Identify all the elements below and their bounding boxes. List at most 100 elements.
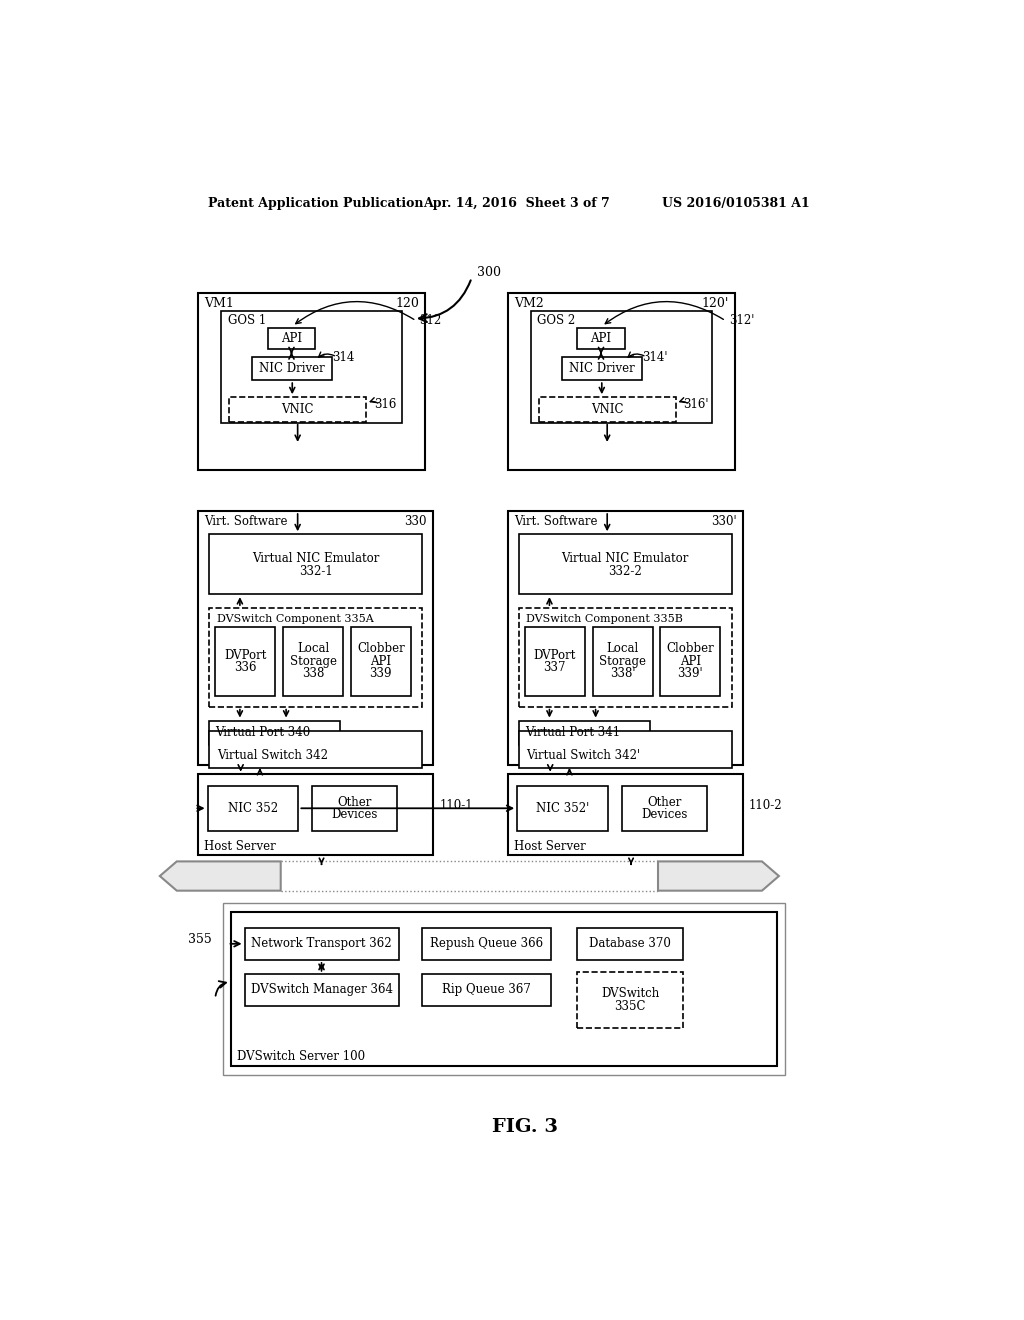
- Bar: [422, 928, 551, 960]
- Text: Virtual Port 341: Virtual Port 341: [524, 726, 620, 739]
- Text: 110-1: 110-1: [439, 799, 473, 812]
- Bar: [245, 928, 398, 960]
- Text: Apr. 14, 2016  Sheet 3 of 7: Apr. 14, 2016 Sheet 3 of 7: [423, 197, 610, 210]
- Bar: [230, 912, 777, 1067]
- Bar: [223, 903, 785, 1076]
- Bar: [199, 511, 433, 766]
- Text: FIG. 3: FIG. 3: [492, 1118, 558, 1137]
- Text: VNIC: VNIC: [591, 403, 624, 416]
- Text: Network Transport 362: Network Transport 362: [251, 937, 392, 950]
- Text: 339': 339': [678, 667, 703, 680]
- Text: US 2016/0105381 A1: US 2016/0105381 A1: [662, 197, 810, 210]
- Text: Host Server: Host Server: [205, 840, 276, 853]
- Text: Other: Other: [647, 796, 681, 809]
- Text: 316': 316': [683, 399, 709, 412]
- Bar: [199, 775, 433, 855]
- Text: 339: 339: [370, 667, 392, 680]
- Text: 120': 120': [701, 297, 729, 310]
- Text: API: API: [281, 333, 302, 345]
- Text: DVSwitch Component 335B: DVSwitch Component 335B: [526, 614, 683, 624]
- Bar: [209, 609, 422, 706]
- Text: Local: Local: [297, 643, 329, 656]
- Bar: [422, 974, 551, 1006]
- Text: 335C: 335C: [614, 1001, 646, 1014]
- Text: 314: 314: [333, 351, 354, 363]
- Text: 338: 338: [302, 667, 325, 680]
- Text: DVPort: DVPort: [534, 648, 577, 661]
- Text: VM2: VM2: [514, 297, 544, 310]
- Text: 336: 336: [234, 661, 257, 675]
- Text: Devices: Devices: [641, 808, 687, 821]
- Bar: [221, 312, 402, 422]
- Bar: [283, 627, 343, 696]
- Bar: [267, 327, 315, 350]
- Bar: [199, 293, 425, 470]
- Text: Virtual Switch 342: Virtual Switch 342: [217, 750, 328, 763]
- Text: 330: 330: [404, 515, 427, 528]
- Text: Virtual NIC Emulator: Virtual NIC Emulator: [561, 552, 689, 565]
- Bar: [578, 973, 683, 1028]
- Bar: [622, 785, 707, 830]
- Text: Rip Queue 367: Rip Queue 367: [442, 983, 530, 997]
- Text: Clobber: Clobber: [667, 643, 714, 656]
- Bar: [209, 535, 422, 594]
- Bar: [208, 785, 298, 830]
- Bar: [539, 397, 676, 422]
- Bar: [312, 785, 397, 830]
- Bar: [524, 627, 585, 696]
- Text: NIC 352': NIC 352': [536, 801, 589, 814]
- Text: VM1: VM1: [205, 297, 234, 310]
- Text: Repush Queue 366: Repush Queue 366: [430, 937, 543, 950]
- Text: Virtual Switch 342': Virtual Switch 342': [526, 750, 640, 763]
- Bar: [252, 358, 333, 380]
- Text: DVSwitch: DVSwitch: [601, 987, 659, 1001]
- Bar: [245, 974, 398, 1006]
- Text: 110-2: 110-2: [749, 799, 782, 812]
- Text: API: API: [371, 655, 391, 668]
- Text: Clobber: Clobber: [357, 643, 404, 656]
- Text: GOS 2: GOS 2: [538, 314, 575, 327]
- Bar: [351, 627, 411, 696]
- Text: NIC 352: NIC 352: [228, 801, 279, 814]
- Text: Host Server: Host Server: [514, 840, 586, 853]
- Text: 312: 312: [419, 314, 441, 327]
- Bar: [518, 535, 732, 594]
- Bar: [209, 721, 340, 744]
- Text: Storage: Storage: [290, 655, 337, 668]
- Bar: [215, 627, 275, 696]
- Text: Virtual NIC Emulator: Virtual NIC Emulator: [252, 552, 380, 565]
- Text: 337: 337: [544, 661, 566, 675]
- Text: GOS 1: GOS 1: [227, 314, 266, 327]
- Text: Local: Local: [606, 643, 639, 656]
- Bar: [562, 358, 642, 380]
- Polygon shape: [658, 862, 779, 891]
- Text: 332-2: 332-2: [608, 565, 642, 578]
- Text: Virt. Software: Virt. Software: [205, 515, 288, 528]
- Text: DVSwitch Component 335A: DVSwitch Component 335A: [217, 614, 374, 624]
- Text: 332-1: 332-1: [299, 565, 333, 578]
- Text: Devices: Devices: [332, 808, 378, 821]
- Bar: [517, 785, 608, 830]
- Text: API: API: [591, 333, 611, 345]
- Text: Storage: Storage: [599, 655, 646, 668]
- Text: NIC Driver: NIC Driver: [259, 362, 326, 375]
- Bar: [508, 775, 742, 855]
- Text: DVSwitch Manager 364: DVSwitch Manager 364: [251, 983, 392, 997]
- Text: DVSwitch Server 100: DVSwitch Server 100: [237, 1051, 365, 1064]
- Bar: [578, 327, 625, 350]
- Text: VNIC: VNIC: [282, 403, 314, 416]
- Bar: [518, 731, 732, 768]
- Text: Other: Other: [338, 796, 372, 809]
- Text: 120: 120: [395, 297, 419, 310]
- Polygon shape: [160, 862, 281, 891]
- Text: 312': 312': [729, 314, 755, 327]
- Bar: [593, 627, 652, 696]
- Text: Virtual Port 340: Virtual Port 340: [215, 726, 310, 739]
- Bar: [518, 609, 732, 706]
- Text: NIC Driver: NIC Driver: [569, 362, 635, 375]
- Bar: [508, 293, 735, 470]
- Text: API: API: [680, 655, 700, 668]
- Bar: [209, 731, 422, 768]
- Bar: [531, 312, 712, 422]
- Bar: [229, 397, 367, 422]
